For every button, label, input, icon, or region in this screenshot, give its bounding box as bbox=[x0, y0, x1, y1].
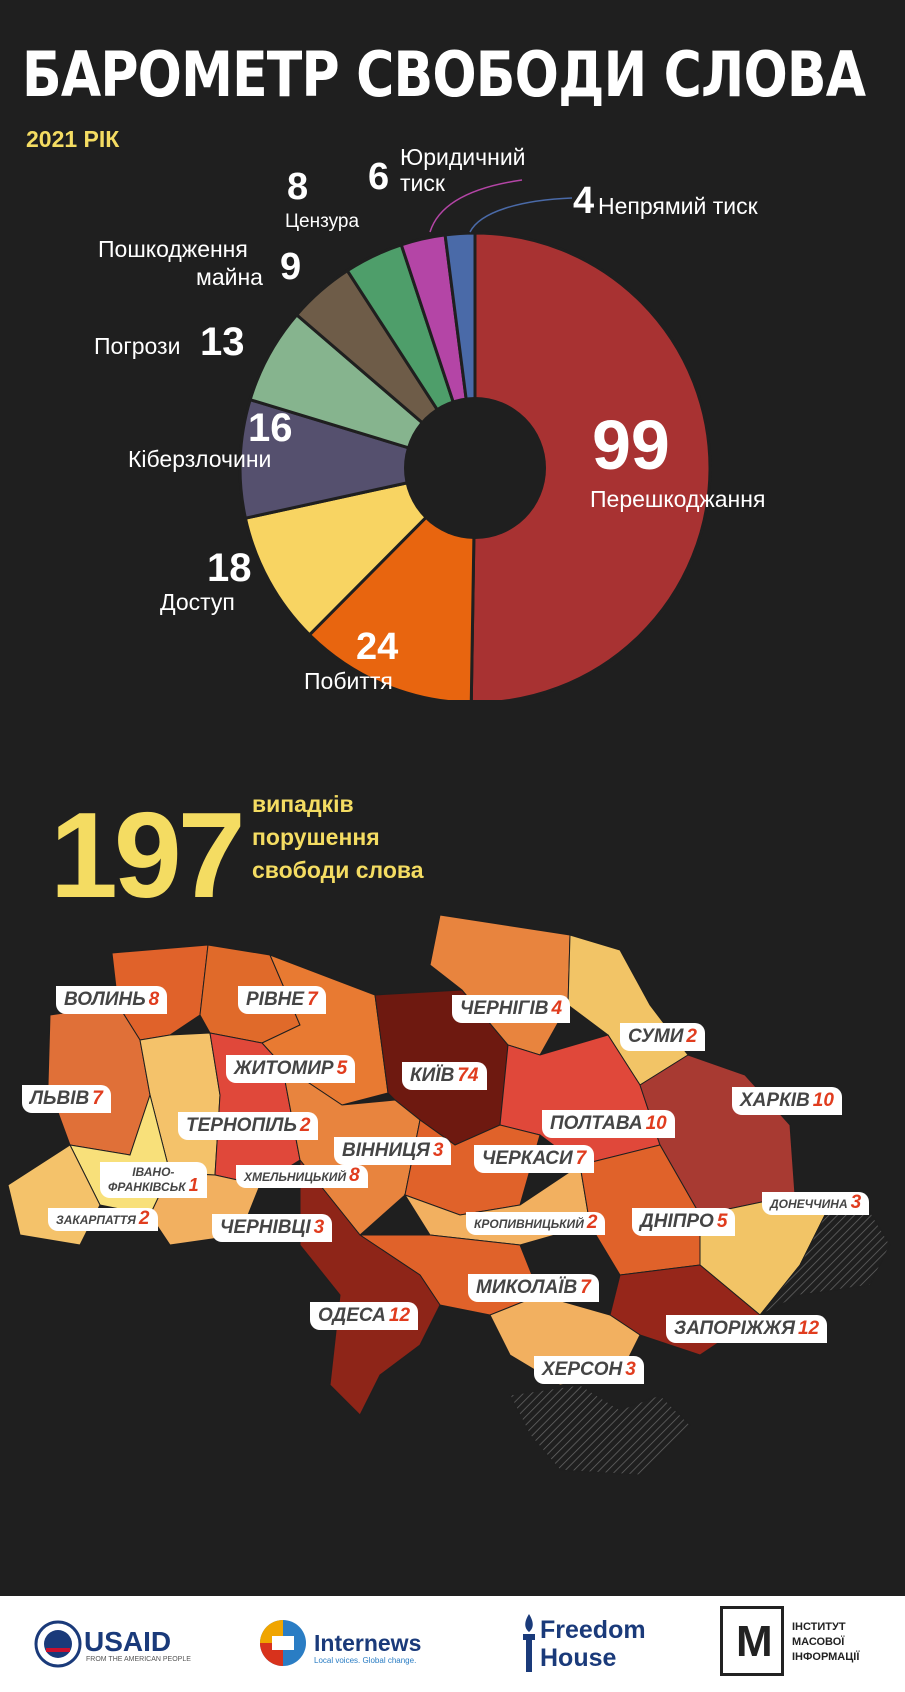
total-cases-caption: випадків порушення свободи слова bbox=[252, 788, 424, 887]
label-censorship-value: 8 bbox=[287, 166, 309, 208]
region-label: ЗАКАРПАТТЯ 2 bbox=[48, 1208, 158, 1231]
label-cyber-text: Кіберзлочини bbox=[128, 446, 272, 472]
footer: USAID FROM THE AMERICAN PEOPLE Internews… bbox=[0, 1596, 905, 1692]
imi-letter: М bbox=[736, 1617, 773, 1666]
donut-chart bbox=[238, 179, 712, 700]
total-caption-line1: випадків bbox=[252, 791, 354, 817]
label-cyber-value: 16 bbox=[248, 406, 293, 450]
leader-line-legal bbox=[429, 179, 523, 233]
region-label: ХАРКІВ 10 bbox=[732, 1087, 842, 1115]
imi-frame: М bbox=[720, 1606, 784, 1676]
region-label: ТЕРНОПІЛЬ 2 bbox=[178, 1112, 319, 1140]
year-label: 2021 РІК bbox=[26, 126, 120, 152]
label-obstruction-text: Перешкоджання bbox=[590, 486, 766, 512]
slice-cyber bbox=[238, 397, 481, 520]
label-threats-value: 13 bbox=[200, 320, 245, 364]
region-label: ЗАПОРІЖЖЯ 12 bbox=[666, 1315, 828, 1343]
region-label: КИЇВ 74 bbox=[402, 1062, 487, 1090]
slice-obstruction bbox=[469, 231, 712, 700]
region-donechchyna-occupied bbox=[759, 1194, 891, 1316]
imi-wordmark: ІНСТИТУТ МАСОВОЇ ІНФОРМАЦІЇ bbox=[792, 1621, 860, 1663]
region-label: ПОЛТАВА 10 bbox=[542, 1110, 675, 1138]
region-label: ХЕРСОН 3 bbox=[534, 1356, 644, 1384]
page-title: БАРОМЕТР СВОБОДИ СЛОВА bbox=[22, 38, 866, 111]
region-label: МИКОЛАЇВ 7 bbox=[468, 1274, 599, 1302]
torch-icon bbox=[523, 1614, 535, 1672]
usaid-logo: USAID FROM THE AMERICAN PEOPLE bbox=[34, 1620, 191, 1673]
region-label: РІВНЕ 7 bbox=[238, 986, 326, 1014]
label-obstruction-value: 99 bbox=[592, 406, 670, 484]
region-label: ІВАНО- ФРАНКІВСЬК 1 bbox=[100, 1162, 207, 1198]
donut-hole bbox=[404, 397, 546, 539]
usaid-wordmark: USAID bbox=[84, 1626, 172, 1657]
region-label: ДОНЕЧЧИНА 3 bbox=[762, 1192, 870, 1215]
label-censorship-text: Цензура bbox=[285, 211, 360, 232]
label-access-value: 18 bbox=[207, 546, 252, 590]
internews-tagline: Local voices. Global change. bbox=[314, 1656, 417, 1665]
total-caption-line2: порушення bbox=[252, 824, 380, 850]
label-threats-text: Погрози bbox=[94, 333, 181, 359]
internews-logo: Internews Local voices. Global change. bbox=[258, 1618, 421, 1673]
freedom-house-wordmark: Freedom House bbox=[540, 1616, 646, 1672]
internews-globe-icon bbox=[260, 1620, 306, 1666]
region-label: ЧЕРНІГІВ 4 bbox=[452, 995, 571, 1023]
region-label: КРОПИВНИЦЬКИЙ 2 bbox=[466, 1212, 606, 1235]
label-legal-text2: тиск bbox=[400, 170, 445, 196]
label-legal-value: 6 bbox=[368, 156, 390, 198]
region-label: ХМЕЛЬНИЦЬКИЙ 8 bbox=[236, 1165, 368, 1188]
region-crimea bbox=[509, 1384, 691, 1475]
label-beating-value: 24 bbox=[356, 626, 399, 668]
region-label: ОДЕСА 12 bbox=[310, 1302, 419, 1330]
label-legal-text1: Юридичний bbox=[400, 144, 526, 170]
region-label: ЧЕРКАСИ 7 bbox=[474, 1145, 595, 1173]
label-property-text2: майна bbox=[196, 264, 263, 290]
region-label: ВІННИЦЯ 3 bbox=[334, 1137, 452, 1165]
internews-wordmark: Internews bbox=[314, 1630, 422, 1656]
total-caption-line3: свободи слова bbox=[252, 857, 424, 883]
label-indirect-text: Непрямий тиск bbox=[598, 193, 758, 219]
region-odesa bbox=[299, 1158, 441, 1416]
label-access-text: Доступ bbox=[160, 589, 235, 615]
label-obstruction: 99 bbox=[592, 410, 670, 480]
region-label: ЖИТОМИР 5 bbox=[226, 1055, 356, 1083]
slice-beating bbox=[307, 464, 477, 700]
label-property-text1: Пошкодження bbox=[98, 236, 248, 262]
region-label: ЧЕРНІВЦІ 3 bbox=[212, 1214, 333, 1242]
usaid-seal-icon bbox=[34, 1620, 82, 1668]
region-label: ВОЛИНЬ 8 bbox=[56, 986, 168, 1014]
leader-line-indirect bbox=[469, 197, 573, 233]
label-property-value: 9 bbox=[280, 246, 302, 288]
region-label: СУМИ 2 bbox=[620, 1023, 705, 1051]
region-label: ЛЬВІВ 7 bbox=[22, 1085, 111, 1113]
region-label: ДНІПРО 5 bbox=[632, 1208, 736, 1236]
total-cases-number: 197 bbox=[50, 787, 246, 923]
label-beating-text: Побиття bbox=[304, 668, 393, 694]
usaid-subline: FROM THE AMERICAN PEOPLE bbox=[86, 1656, 191, 1663]
label-indirect-value: 4 bbox=[573, 180, 595, 222]
freedom-house-logo: Freedom House bbox=[518, 1612, 646, 1679]
